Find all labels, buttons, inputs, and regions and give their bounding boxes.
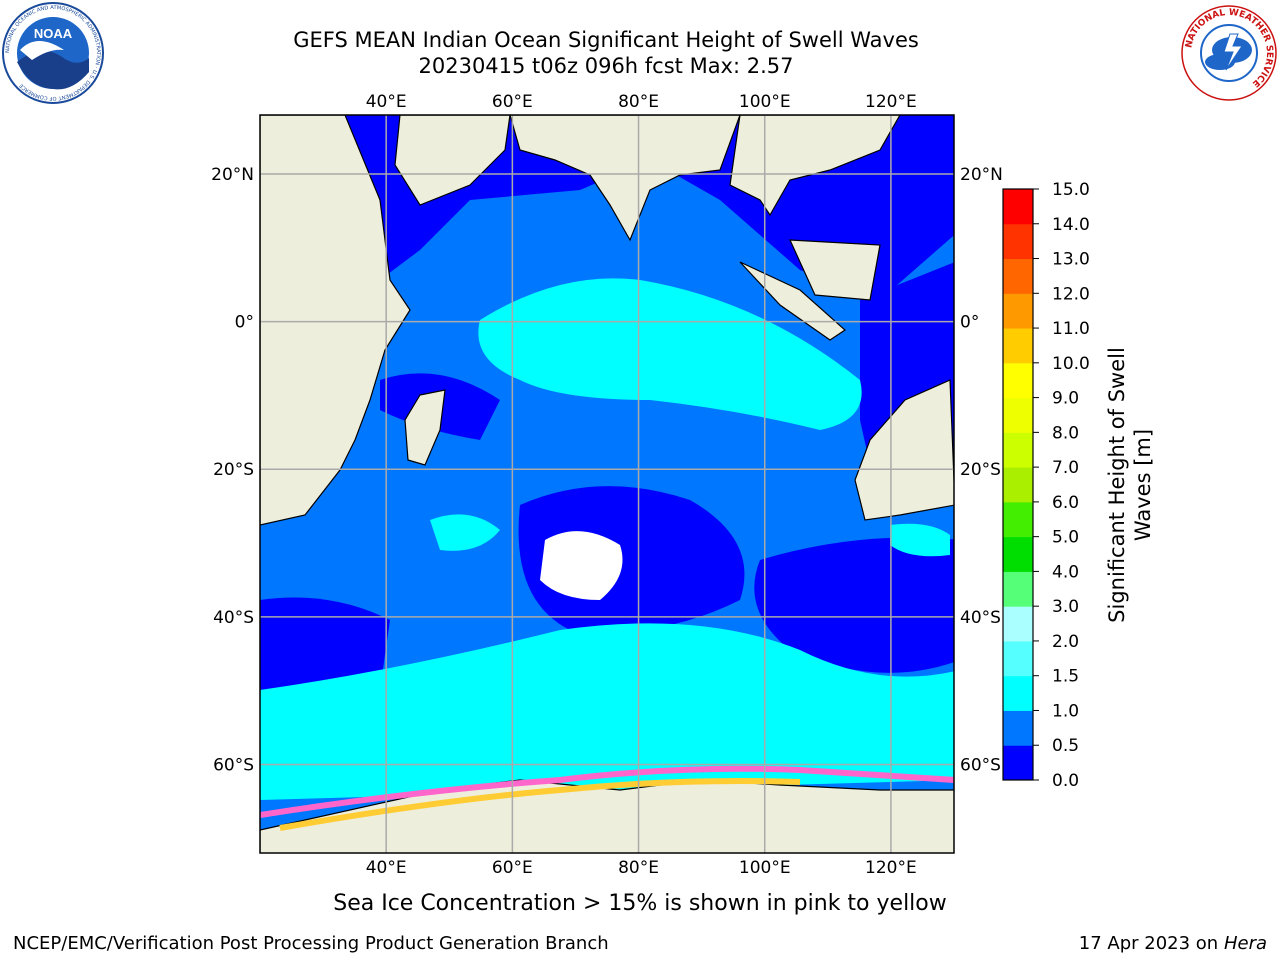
colorbar-swatch (1003, 223, 1033, 260)
colorbar-swatch (1003, 189, 1033, 225)
colorbar-label-line2: Waves [m] (1131, 429, 1155, 541)
footer-date-text: 17 Apr 2023 on (1078, 933, 1224, 954)
sea-ice-edge (260, 765, 954, 818)
lat-tick-left: 0° (235, 313, 254, 333)
lon-tick-top: 60°E (492, 92, 533, 112)
nws-logo: NATIONAL WEATHER SERVICE (1181, 5, 1277, 101)
lon-tick-bottom: 80°E (618, 858, 659, 878)
land-sumatra (739, 261, 846, 341)
lat-tick-left: 20°N (211, 165, 254, 185)
colorbar-swatch (1003, 710, 1033, 746)
chart-subtitle: 20230415 t06z 096h fcst Max: 2.57 (418, 54, 794, 78)
colorbar-tick-label: 9.0 (1052, 389, 1079, 409)
colorbar-tick-label: 14.0 (1052, 215, 1090, 235)
lat-tick-right: 0° (960, 313, 979, 333)
map-frame (259, 114, 955, 854)
colorbar-tick-label: 11.0 (1052, 319, 1090, 339)
colorbar-swatch (1003, 675, 1033, 711)
colorbar-ticks: 0.0 0.5 1.0 1.5 2.0 3.0 4.0 5.0 6.0 7.0 8.0 9.0 10.0… (1033, 180, 1090, 791)
colorbar-swatch (1003, 640, 1033, 677)
low-swell-southeast (754, 537, 954, 673)
colorbar-swatch (1003, 432, 1033, 468)
lon-tick-bottom: 60°E (492, 858, 533, 878)
land-india (509, 115, 741, 242)
land-borneo (789, 239, 881, 301)
colorbar-swatch (1003, 745, 1033, 781)
colorbar-tick-label: 4.0 (1052, 562, 1079, 582)
high-swell-central (478, 278, 862, 430)
colorbar-swatch (1003, 397, 1033, 433)
colorbar-tick-label: 6.0 (1052, 493, 1079, 513)
land-madagascar (404, 389, 446, 466)
colorbar-tick-label: 15.0 (1052, 180, 1090, 200)
missing-data-patch (540, 531, 623, 600)
sea-ice-core (279, 778, 801, 831)
lat-tick-right: 20°N (960, 165, 1003, 185)
land-australia (854, 379, 954, 521)
chart-title: GEFS MEAN Indian Ocean Significant Heigh… (293, 28, 919, 52)
map-tick-labels: 40°E 40°E 60°E 60°E 80°E 80°E 100°E 100°E 120°E 1… (211, 92, 1003, 878)
graticule (260, 115, 954, 853)
colorbar-swatch (1003, 293, 1033, 329)
lon-tick-top: 120°E (865, 92, 917, 112)
colorbar-tick-label: 10.0 (1052, 354, 1090, 374)
colorbar-swatch (1003, 571, 1033, 607)
lon-tick-bottom: 40°E (366, 858, 407, 878)
colorbar-swatch (1003, 258, 1033, 294)
colorbar-swatch (1003, 606, 1033, 642)
lat-tick-right: 60°S (960, 755, 1001, 775)
colorbar-swatch (1003, 536, 1033, 572)
low-swell-southwest (260, 597, 390, 690)
colorbar-frame (1002, 188, 1034, 781)
colorbar-swatch (1003, 501, 1033, 538)
sea-ice-note: Sea Ice Concentration > 15% is shown in … (333, 891, 947, 916)
footer-machine: Hera (1223, 933, 1267, 954)
colorbar-tick-label: 3.0 (1052, 597, 1079, 617)
lon-tick-bottom: 120°E (865, 858, 917, 878)
colorbar-swatch (1003, 328, 1033, 364)
colorbar-tick-label: 0.0 (1052, 771, 1079, 791)
high-swell-regions (260, 278, 954, 800)
colorbar-swatch (1003, 467, 1033, 503)
colorbar-tick-label: 2.0 (1052, 632, 1079, 652)
colorbar-boxes (1003, 189, 1033, 781)
colorbar-tick-label: 12.0 (1052, 284, 1090, 304)
lat-tick-left: 40°S (213, 608, 254, 628)
noaa-logo-text: NOAA (34, 26, 73, 41)
lon-tick-bottom: 100°E (739, 858, 791, 878)
colorbar-swatch (1003, 362, 1033, 399)
high-swell-patch-west (430, 514, 500, 551)
colorbar-tick-label: 1.5 (1052, 667, 1079, 687)
lat-tick-right: 20°S (960, 460, 1001, 480)
lat-tick-right: 40°S (960, 608, 1001, 628)
lat-tick-left: 20°S (213, 460, 254, 480)
high-swell-south (260, 623, 954, 800)
lon-tick-top: 40°E (366, 92, 407, 112)
colorbar-tick-label: 8.0 (1052, 423, 1079, 443)
land (260, 115, 954, 853)
colorbar-tick-label: 5.0 (1052, 528, 1079, 548)
lat-tick-left: 60°S (213, 755, 254, 775)
land-southeast-asia (729, 115, 901, 217)
footer-date: 17 Apr 2023 on Hera (1079, 933, 1267, 954)
colorbar-tick-label: 7.0 (1052, 458, 1079, 478)
lon-tick-top: 100°E (739, 92, 791, 112)
noaa-logo: NOAA NATIONAL OCEANIC AND ATMOSPHERIC AD… (2, 2, 104, 104)
colorbar-tick-label: 1.0 (1052, 701, 1079, 721)
colorbar-label-line1: Significant Height of Swell (1105, 347, 1129, 623)
colorbar-tick-label: 13.0 (1052, 250, 1090, 270)
land-africa (260, 115, 411, 526)
lon-tick-top: 80°E (618, 92, 659, 112)
colorbar-tick-label: 0.5 (1052, 736, 1079, 756)
high-swell-patch-east (890, 523, 950, 557)
land-arabia (394, 115, 511, 206)
footer-producer: NCEP/EMC/Verification Post Processing Pr… (13, 933, 609, 954)
